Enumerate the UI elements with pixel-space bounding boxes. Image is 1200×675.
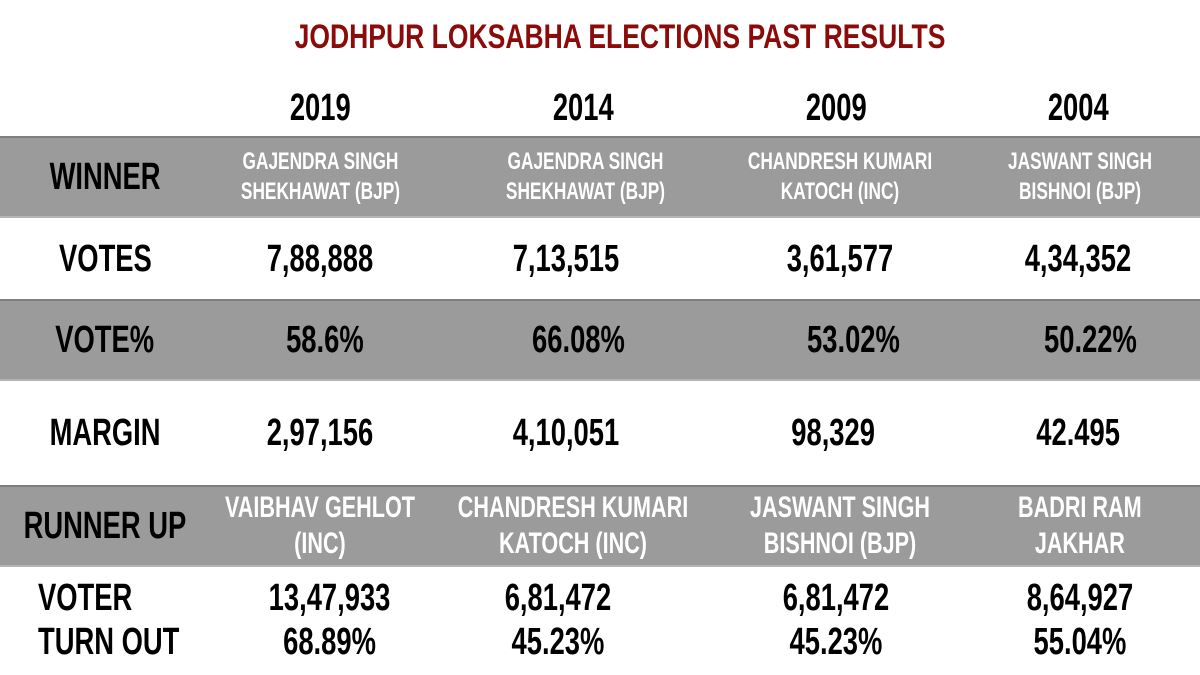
voter-turnout-label: VOTER TURN OUT <box>38 577 180 663</box>
winner-2019: GAJENDRA SINGH SHEKHAWAT (BJP) <box>240 148 400 205</box>
page-title: JODHPUR LOKSABHA ELECTIONS PAST RESULTS <box>294 18 946 56</box>
voter-turnout-2009: 6,81,472 45.23% <box>782 577 890 663</box>
winner-label: WINNER <box>49 155 161 198</box>
margin-2009: 98,329 <box>791 411 875 454</box>
vote-pct-2019: 58.6% <box>286 318 364 361</box>
margin-label: MARGIN <box>49 411 161 454</box>
runner-up-2009: JASWANT SINGH BISHNOI (BJP) <box>749 491 931 560</box>
runner-up-2014: CHANDRESH KUMARI KATOCH (INC) <box>457 491 688 560</box>
votes-2014: 7,13,515 <box>512 237 620 280</box>
votes-2019: 7,88,888 <box>266 237 374 280</box>
winner-2004: JASWANT SINGH BISHNOI (BJP) <box>1007 148 1152 205</box>
runner-up-2019: VAIBHAV GEHLOT (INC) <box>224 491 416 560</box>
year-2014: 2014 <box>552 86 614 129</box>
runner-up-2004: BADRI RAM JAKHAR <box>1018 491 1142 560</box>
runner-up-row: RUNNER UP VAIBHAV GEHLOT (INC) CHANDRESH … <box>0 485 1200 567</box>
voter-turnout-2019: 13,47,933 68.89% <box>269 577 391 663</box>
margin-row: MARGIN 2,97,156 4,10,051 98,329 42.495 <box>0 381 1200 485</box>
winner-row: WINNER GAJENDRA SINGH SHEKHAWAT (BJP) GAJ… <box>0 136 1200 218</box>
vote-pct-row: VOTE% 58.6% 66.08% 53.02% 50.22% <box>0 299 1200 381</box>
year-2019: 2019 <box>289 86 351 129</box>
voter-turnout-row: VOTER TURN OUT 13,47,933 68.89% 6,81,472 45… <box>0 570 1200 670</box>
year-header-row: 2019 2014 2009 2004 <box>0 80 1200 136</box>
votes-2004: 4,34,352 <box>1024 237 1132 280</box>
winner-2014: GAJENDRA SINGH SHEKHAWAT (BJP) <box>505 148 665 205</box>
vote-pct-2009: 53.02% <box>806 318 900 361</box>
voter-turnout-2004: 8,64,927 55.04% <box>1026 577 1134 663</box>
margin-2014: 4,10,051 <box>512 411 620 454</box>
year-2009: 2009 <box>805 86 867 129</box>
vote-pct-label: VOTE% <box>55 318 155 361</box>
votes-row: VOTES 7,88,888 7,13,515 3,61,577 4,34,35… <box>0 218 1200 300</box>
margin-2019: 2,97,156 <box>266 411 374 454</box>
vote-pct-2014: 66.08% <box>531 318 625 361</box>
margin-2004: 42.495 <box>1036 411 1120 454</box>
winner-2009: CHANDRESH KUMARI KATOCH (INC) <box>747 148 933 205</box>
vote-pct-2004: 50.22% <box>1043 318 1137 361</box>
votes-2009: 3,61,577 <box>786 237 894 280</box>
runner-up-label: RUNNER UP <box>23 504 187 547</box>
year-2004: 2004 <box>1047 86 1109 129</box>
votes-label: VOTES <box>58 237 152 280</box>
voter-turnout-2014: 6,81,472 45.23% <box>504 577 612 663</box>
